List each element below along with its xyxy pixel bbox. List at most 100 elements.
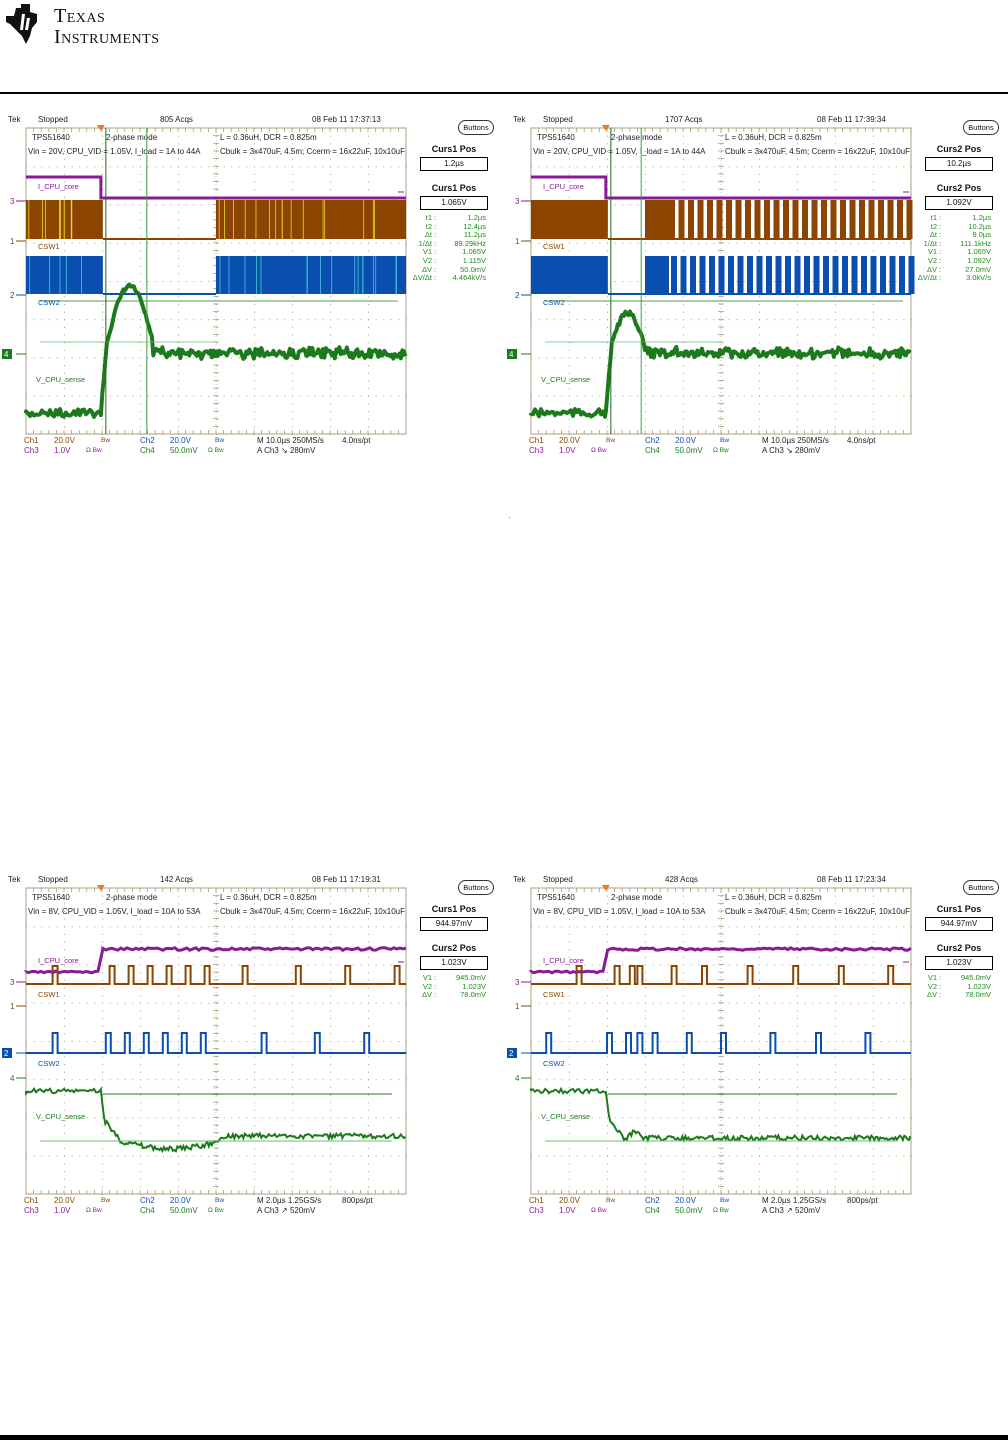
grid-dot bbox=[193, 926, 195, 928]
trace-ch1-pulse bbox=[906, 200, 913, 239]
grid-dot bbox=[895, 1155, 897, 1157]
grid-dot bbox=[64, 987, 65, 989]
grid-dot bbox=[781, 926, 783, 928]
grid-dot bbox=[819, 1079, 821, 1081]
trace-ch2-pulse bbox=[813, 256, 820, 294]
grid-dot bbox=[576, 319, 578, 321]
cursor-a-value[interactable]: 10.2µs bbox=[925, 157, 993, 171]
grid-dot bbox=[797, 956, 798, 958]
grid-dot bbox=[675, 319, 677, 321]
grid-dot bbox=[759, 349, 760, 351]
grid-dot bbox=[102, 166, 103, 168]
grid-dot bbox=[185, 1002, 187, 1004]
grid-dot bbox=[64, 1148, 65, 1150]
measurement-colon: : bbox=[434, 213, 437, 222]
grid-dot bbox=[759, 1002, 760, 1004]
cursor-b-value[interactable]: 1.023V bbox=[925, 956, 993, 970]
grid-dot bbox=[292, 979, 293, 981]
grid-dot bbox=[645, 888, 646, 889]
grid-dot bbox=[330, 1010, 331, 1012]
grid-dot bbox=[622, 281, 624, 282]
grid-dot bbox=[216, 403, 217, 405]
grid-dot bbox=[683, 388, 684, 390]
grid-dot bbox=[41, 926, 43, 928]
trace-ch1-pulse bbox=[783, 200, 789, 239]
grid-dot bbox=[398, 926, 400, 928]
buttons-button[interactable]: Buttons bbox=[963, 880, 999, 895]
grid-dot bbox=[873, 411, 874, 413]
grid-dot bbox=[178, 403, 179, 405]
grid-dot bbox=[330, 1117, 331, 1119]
grid-dot bbox=[759, 1163, 760, 1165]
cursor-a-value[interactable]: 1.2µs bbox=[420, 157, 488, 171]
grid-dot bbox=[368, 403, 369, 405]
grid-dot bbox=[835, 411, 836, 413]
grid-dot bbox=[835, 941, 836, 943]
grid-dot bbox=[721, 418, 722, 420]
grid-dot bbox=[132, 1041, 134, 1042]
grid-dot bbox=[713, 319, 715, 321]
grid-dot bbox=[607, 918, 608, 920]
grid-dot bbox=[33, 357, 35, 359]
grid-dot bbox=[102, 365, 103, 367]
ch3-scale: 1.0V bbox=[54, 1206, 71, 1215]
grid-dot bbox=[292, 1102, 293, 1104]
cursor-b-value[interactable]: 1.065V bbox=[420, 196, 488, 210]
grid-dot bbox=[56, 242, 58, 244]
cursor-b-value[interactable]: 1.023V bbox=[420, 956, 488, 970]
grid-dot bbox=[766, 319, 768, 321]
cursor-b-value[interactable]: 1.092V bbox=[925, 196, 993, 210]
measurement-value: 1.065V bbox=[967, 247, 991, 257]
grid-dot bbox=[797, 380, 798, 382]
grid-dot bbox=[781, 1079, 783, 1081]
grid-dot bbox=[261, 964, 263, 966]
grid-dot bbox=[337, 1155, 339, 1157]
grid-dot bbox=[292, 1071, 293, 1073]
grid-dot bbox=[33, 1117, 35, 1119]
grid-dot bbox=[254, 918, 255, 920]
acquisitions: 142 Acqs bbox=[160, 875, 193, 884]
grid-dot bbox=[721, 242, 722, 244]
grid-dot bbox=[759, 918, 760, 920]
grid-dot bbox=[842, 1079, 844, 1081]
grid-dot bbox=[622, 166, 624, 168]
grid-dot bbox=[216, 1178, 217, 1180]
grid-dot bbox=[200, 1117, 202, 1119]
grid-dot bbox=[743, 281, 745, 282]
grid-dot bbox=[140, 143, 141, 145]
grid-dot bbox=[178, 303, 179, 305]
trace-label-csw1: CSW1 bbox=[38, 242, 60, 251]
grid-dot bbox=[721, 372, 722, 374]
channel-marker-1: 1 bbox=[10, 1002, 15, 1011]
grid-dot bbox=[170, 1041, 172, 1042]
measurement-row: V1 : 945.0mV bbox=[408, 973, 500, 983]
grid-dot bbox=[140, 411, 141, 413]
grid-dot bbox=[48, 395, 50, 397]
grid-dot bbox=[94, 357, 96, 359]
footer-rule bbox=[0, 1435, 1008, 1440]
grid-dot bbox=[208, 319, 210, 321]
grid-dot bbox=[140, 1002, 141, 1004]
grid-dot bbox=[591, 1002, 593, 1004]
grid-dot bbox=[64, 1125, 65, 1127]
grid-dot bbox=[64, 418, 65, 420]
buttons-button[interactable]: Buttons bbox=[458, 880, 494, 895]
grid-dot bbox=[299, 319, 301, 321]
grid-dot bbox=[614, 357, 616, 359]
trace-ch1-pulse bbox=[792, 200, 799, 239]
buttons-button[interactable]: Buttons bbox=[458, 120, 494, 135]
grid-dot bbox=[873, 189, 874, 191]
grid-dot bbox=[797, 128, 798, 129]
grid-dot bbox=[56, 1117, 58, 1119]
buttons-button[interactable]: Buttons bbox=[963, 120, 999, 135]
grid-dot bbox=[721, 1117, 722, 1119]
grid-dot bbox=[683, 296, 684, 298]
cursor-a-value[interactable]: 944.97mV bbox=[420, 917, 488, 931]
cursor-a-value[interactable]: 944.97mV bbox=[925, 917, 993, 931]
grid-dot bbox=[645, 135, 646, 137]
grid-dot bbox=[569, 357, 570, 359]
grid-dot bbox=[254, 334, 255, 336]
measurement-row: V1 : 1.065V bbox=[408, 248, 500, 257]
grid-dot bbox=[614, 166, 616, 168]
